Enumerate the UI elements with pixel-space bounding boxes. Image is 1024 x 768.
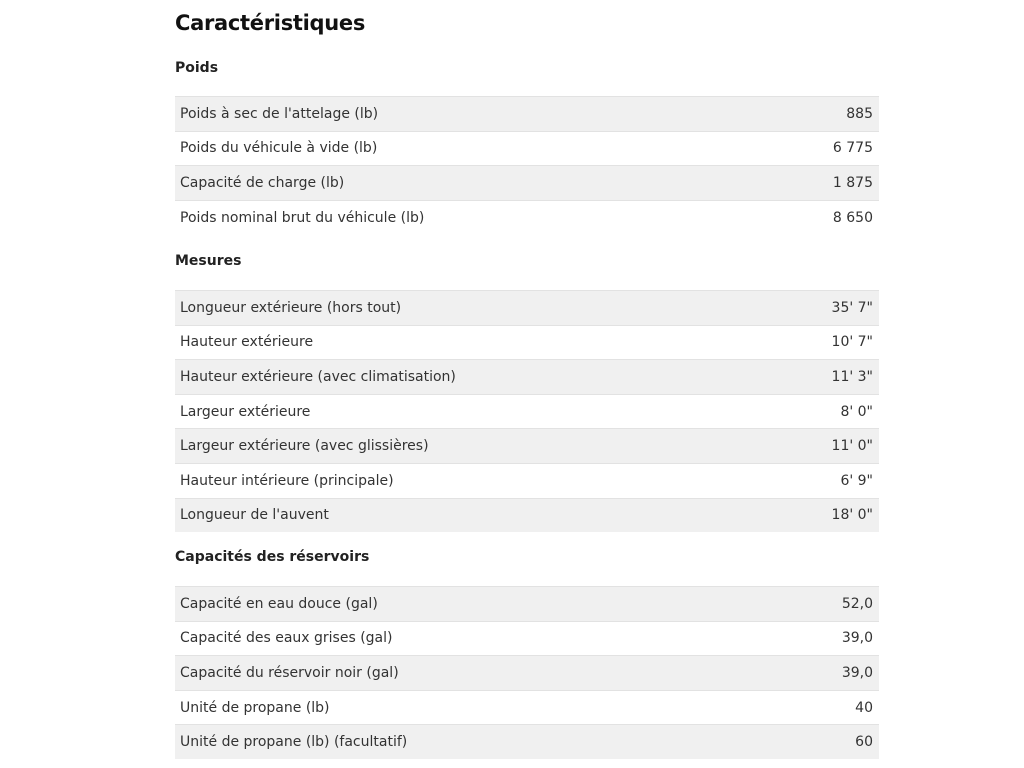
spec-value: 39,0 xyxy=(841,630,873,647)
spec-label: Capacité en eau douce (gal) xyxy=(180,595,378,612)
spec-label: Largeur extérieure xyxy=(180,403,311,420)
section-heading: Poids xyxy=(175,60,219,76)
spec-label: Longueur extérieure (hors tout) xyxy=(180,299,402,316)
spec-label: Longueur de l'auvent xyxy=(180,507,329,524)
spec-value: 40 xyxy=(855,699,873,716)
table-row: Unité de propane (lb) (facultatif) 60 xyxy=(175,724,879,759)
spec-label: Capacité de charge (lb) xyxy=(180,174,345,191)
spec-value: 18' 0" xyxy=(831,507,873,524)
spec-table: Capacité en eau douce (gal) 52,0 Capacité … xyxy=(175,586,879,759)
spec-value: 39,0 xyxy=(841,664,873,681)
table-row: Hauteur extérieure 10' 7" xyxy=(175,324,879,360)
spec-value: 8' 0" xyxy=(840,403,873,420)
page-title: Caractéristiques xyxy=(175,11,366,35)
spec-value: 8 650 xyxy=(832,209,873,226)
table-row: Poids à sec de l'attelage (lb) 885 xyxy=(175,96,879,131)
table-row: Poids nominal brut du véhicule (lb) 8 650 xyxy=(175,199,879,235)
spec-value: 35' 7" xyxy=(831,299,873,316)
spec-table: Longueur extérieure (hors tout) 35' 7" Hau… xyxy=(175,290,879,533)
spec-label: Unité de propane (lb) xyxy=(180,699,330,716)
spec-value: 11' 0" xyxy=(831,438,873,455)
table-row: Capacité du réservoir noir (gal) 39,0 xyxy=(175,655,879,690)
spec-label: Poids à sec de l'attelage (lb) xyxy=(180,105,379,122)
table-row: Capacité en eau douce (gal) 52,0 xyxy=(175,586,879,621)
spec-label: Hauteur extérieure (avec climatisation) xyxy=(180,368,456,385)
spec-value: 6 775 xyxy=(832,140,873,157)
spec-value: 52,0 xyxy=(841,595,873,612)
section-heading: Mesures xyxy=(175,253,242,269)
table-row: Capacité de charge (lb) 1 875 xyxy=(175,165,879,200)
table-row: Hauteur extérieure (avec climatisation) 1… xyxy=(175,359,879,394)
section-heading: Capacités des réservoirs xyxy=(175,549,370,565)
spec-value: 11' 3" xyxy=(831,368,873,385)
spec-label: Capacité du réservoir noir (gal) xyxy=(180,664,399,681)
table-row: Longueur extérieure (hors tout) 35' 7" xyxy=(175,290,879,325)
spec-table: Poids à sec de l'attelage (lb) 885 Poids d… xyxy=(175,96,879,235)
table-row: Largeur extérieure (avec glissières) 11' … xyxy=(175,428,879,463)
table-row: Longueur de l'auvent 18' 0" xyxy=(175,497,879,533)
spec-value: 1 875 xyxy=(832,174,873,191)
spec-label: Poids nominal brut du véhicule (lb) xyxy=(180,209,425,226)
spec-value: 6' 9" xyxy=(840,472,873,489)
table-row: Unité de propane (lb) 40 xyxy=(175,689,879,725)
table-row: Capacité des eaux grises (gal) 39,0 xyxy=(175,620,879,656)
table-row: Poids du véhicule à vide (lb) 6 775 xyxy=(175,130,879,166)
spec-label: Hauteur intérieure (principale) xyxy=(180,472,394,489)
spec-label: Capacité des eaux grises (gal) xyxy=(180,630,393,647)
spec-label: Largeur extérieure (avec glissières) xyxy=(180,438,429,455)
spec-label: Hauteur extérieure xyxy=(180,334,314,351)
table-row: Hauteur intérieure (principale) 6' 9" xyxy=(175,462,879,498)
spec-label: Poids du véhicule à vide (lb) xyxy=(180,140,378,157)
spec-label: Unité de propane (lb) (facultatif) xyxy=(180,734,408,751)
spec-value: 60 xyxy=(855,734,873,751)
spec-value: 885 xyxy=(846,105,873,122)
spec-value: 10' 7" xyxy=(831,334,873,351)
table-row: Largeur extérieure 8' 0" xyxy=(175,393,879,429)
